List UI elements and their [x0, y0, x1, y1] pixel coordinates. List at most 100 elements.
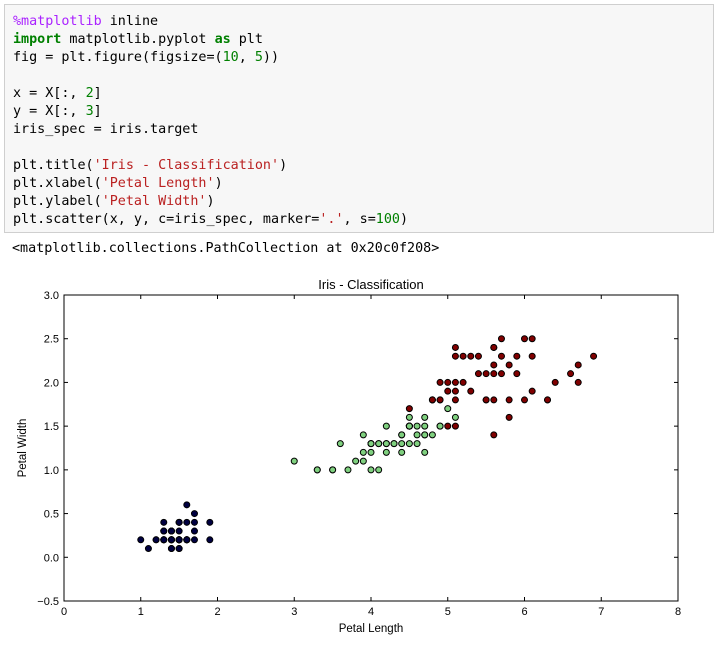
scatter-point-class-2 — [459, 378, 467, 386]
scatter-point-class-2 — [497, 352, 505, 360]
scatter-point-class-0 — [190, 510, 198, 518]
code-token: , — [238, 50, 255, 65]
scatter-point-class-1 — [421, 413, 429, 421]
scatter-point-class-2 — [490, 343, 498, 351]
scatter-point-class-2 — [490, 431, 498, 439]
scatter-chart: 0 1 2 3 4 5 6 7 8 −0.5 0.0 0.5 1.0 1.5 2.0 2.5 3.0 Iris … — [17, 277, 681, 635]
code-token: plt.title( — [13, 158, 94, 173]
code-token: %matplotlib — [13, 14, 102, 29]
scatter-point-class-0 — [183, 501, 191, 509]
x-tick-label: 3 — [291, 606, 297, 618]
scatter-point-class-0 — [190, 536, 198, 544]
x-tick-label: 0 — [61, 606, 67, 618]
x-tick-label: 2 — [214, 606, 220, 618]
scatter-point-class-2 — [444, 422, 452, 430]
y-tick-label: 3.0 — [44, 290, 59, 302]
scatter-point-class-2 — [513, 352, 521, 360]
code-token: plt.ylabel( — [13, 194, 102, 209]
scatter-point-class-1 — [405, 422, 413, 430]
scatter-point-class-2 — [497, 370, 505, 378]
scatter-point-class-1 — [359, 431, 367, 439]
scatter-point-class-0 — [175, 545, 183, 553]
code-line: plt.xlabel('Petal Length') — [13, 175, 223, 193]
code-token: 5 — [254, 50, 263, 65]
code-token: plt.scatter(x, y, c=iris_spec, marker= — [13, 212, 320, 227]
x-tick-label: 8 — [675, 606, 681, 618]
code-token: import — [13, 32, 62, 47]
code-token: matplotlib.pyplot — [61, 32, 215, 47]
y-axis-label: Petal Width — [17, 419, 29, 478]
scatter-point-class-0 — [206, 518, 214, 526]
scatter-point-class-2 — [490, 361, 498, 369]
code-token: iris_spec = iris.target — [13, 122, 199, 137]
scatter-point-class-1 — [436, 422, 444, 430]
scatter-point-class-2 — [590, 352, 598, 360]
scatter-point-class-1 — [367, 466, 375, 474]
scatter-point-class-2 — [451, 387, 459, 395]
scatter-point-class-1 — [428, 431, 436, 439]
scatter-point-class-1 — [413, 431, 421, 439]
code-token: x = X[:, — [13, 86, 86, 101]
code-token: )) — [262, 50, 280, 65]
scatter-point-class-1 — [375, 466, 383, 474]
scatter-point-class-0 — [175, 536, 183, 544]
scatter-point-class-2 — [444, 387, 452, 395]
scatter-point-class-0 — [167, 527, 175, 535]
code-token: 100 — [375, 212, 400, 227]
scatter-point-class-2 — [459, 352, 467, 360]
cell-output-text: <matplotlib.collections.PathCollection a… — [12, 241, 440, 256]
scatter-points — [137, 335, 598, 553]
scatter-point-class-0 — [183, 518, 191, 526]
scatter-point-class-2 — [528, 352, 536, 360]
code-token: ] — [93, 86, 102, 101]
scatter-point-class-0 — [160, 527, 168, 535]
scatter-point-class-2 — [521, 396, 528, 404]
code-token: as — [214, 32, 231, 47]
y-tick-label: 0.0 — [44, 552, 59, 564]
scatter-point-class-2 — [451, 396, 459, 404]
scatter-point-class-1 — [413, 440, 421, 448]
scatter-point-class-1 — [451, 413, 459, 421]
scatter-point-class-2 — [482, 370, 490, 378]
scatter-point-class-1 — [375, 440, 383, 448]
code-line: plt.title('Iris - Classification') — [13, 157, 287, 175]
scatter-point-class-0 — [190, 518, 198, 526]
scatter-point-class-1 — [329, 466, 337, 474]
code-token: y = X[:, — [13, 104, 86, 119]
scatter-point-class-0 — [144, 545, 152, 553]
scatter-point-class-2 — [467, 352, 475, 360]
scatter-point-class-1 — [413, 422, 421, 430]
code-line: iris_spec = iris.target — [13, 121, 198, 139]
scatter-point-class-1 — [421, 448, 429, 456]
scatter-point-class-1 — [398, 431, 406, 439]
code-token: ) — [214, 176, 223, 191]
scatter-point-class-1 — [359, 457, 367, 465]
scatter-point-class-1 — [382, 422, 390, 430]
y-tick-label: 1.0 — [44, 465, 59, 477]
scatter-point-class-1 — [290, 457, 298, 465]
scatter-point-class-2 — [513, 370, 521, 378]
scatter-point-class-2 — [505, 396, 513, 404]
scatter-point-class-1 — [344, 466, 352, 474]
code-token: fig = plt.figure(figsize=( — [13, 50, 223, 65]
scatter-point-class-1 — [367, 440, 375, 448]
scatter-point-class-2 — [567, 370, 575, 378]
scatter-point-class-2 — [551, 378, 559, 386]
scatter-point-class-0 — [206, 536, 214, 544]
code-token: 10 — [222, 50, 239, 65]
y-tick-label: 2.0 — [44, 377, 59, 389]
code-token: , s= — [343, 212, 376, 227]
code-token: 'Petal Width' — [101, 194, 207, 209]
code-line: y = X[:, 3] — [13, 103, 102, 121]
code-cell[interactable]: %matplotlib inline import matplotlib.pypl… — [4, 4, 714, 233]
scatter-point-class-2 — [505, 361, 513, 369]
scatter-point-class-0 — [137, 536, 145, 544]
scatter-point-class-2 — [474, 370, 482, 378]
plot-area — [63, 294, 679, 602]
code-line: %matplotlib inline — [13, 13, 158, 31]
code-line: fig = plt.figure(figsize=(10, 5)) — [13, 49, 279, 67]
scatter-point-class-0 — [160, 536, 168, 544]
scatter-point-class-1 — [405, 413, 413, 421]
scatter-point-class-0 — [160, 518, 168, 526]
scatter-point-class-2 — [444, 378, 452, 386]
